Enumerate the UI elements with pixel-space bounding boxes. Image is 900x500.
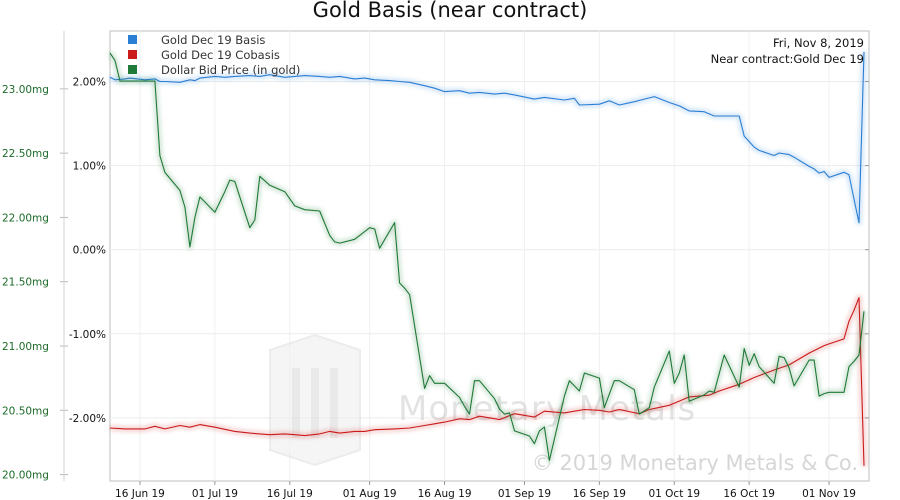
right-tick-label: 22.50mg <box>2 148 49 160</box>
x-ticks: 16 Jun 19 01 Jul 19 16 Jul 19 01 Aug 19 16 A… <box>115 481 856 500</box>
x-tick-label: 16 Jul 19 <box>267 488 313 500</box>
watermark-logo <box>269 333 361 467</box>
copyright-text: © 2019 Monetary Metals & Co. <box>532 451 858 475</box>
x-tick-label: 01 Sep 19 <box>498 488 551 500</box>
right-tick-label: 22.00mg <box>2 212 49 224</box>
date-label: Fri, Nov 8, 2019 <box>773 36 864 50</box>
series-line-0 <box>109 51 865 224</box>
series-line-2 <box>109 52 865 461</box>
series-line-1 <box>109 297 865 466</box>
right-tick-label: 21.50mg <box>2 277 49 289</box>
x-tick-label: 16 Aug 19 <box>418 488 472 500</box>
left-tick-label: 1.00% <box>73 161 106 173</box>
legend-label-1: Gold Dec 19 Cobasis <box>161 48 280 62</box>
legend-swatch-1 <box>128 50 137 59</box>
right-tick-label: 20.00mg <box>2 470 49 482</box>
x-tick-label: 01 Nov 19 <box>802 488 856 500</box>
right-tick-label: 21.00mg <box>2 341 49 353</box>
x-tick-label: 01 Aug 19 <box>343 488 397 500</box>
left-tick-label: -2.00% <box>69 413 106 425</box>
legend-label-0: Gold Dec 19 Basis <box>161 33 265 47</box>
x-tick-label: 16 Oct 19 <box>723 488 775 500</box>
left-y-ticks: 2.00% 1.00% 0.00% -1.00% -2.00% <box>69 76 869 425</box>
x-tick-label: 01 Oct 19 <box>648 488 700 500</box>
right-tick-label: 23.00mg <box>2 84 49 96</box>
x-tick-label: 01 Jul 19 <box>192 488 238 500</box>
gridlines <box>110 31 869 481</box>
right-tick-label: 20.50mg <box>2 405 49 417</box>
legend-label-2: Dollar Bid Price (in gold) <box>161 63 300 77</box>
legend-swatch-2 <box>128 65 137 74</box>
plot-area <box>109 30 870 482</box>
contract-label: Near contract:Gold Dec 19 <box>711 52 864 66</box>
series-lines <box>107 51 867 466</box>
legend-swatch-0 <box>128 35 137 44</box>
x-tick-label: 16 Jun 19 <box>115 488 165 500</box>
left-tick-label: -1.00% <box>69 329 106 341</box>
left-tick-label: 0.00% <box>73 245 106 257</box>
x-tick-label: 16 Sep 19 <box>573 488 626 500</box>
left-tick-label: 2.00% <box>73 76 106 88</box>
right-y-ticks: 23.00mg 22.50mg 22.00mg 21.50mg 21.00mg 20.50… <box>2 31 68 482</box>
chart-title: Gold Basis (near contract) <box>313 0 588 22</box>
